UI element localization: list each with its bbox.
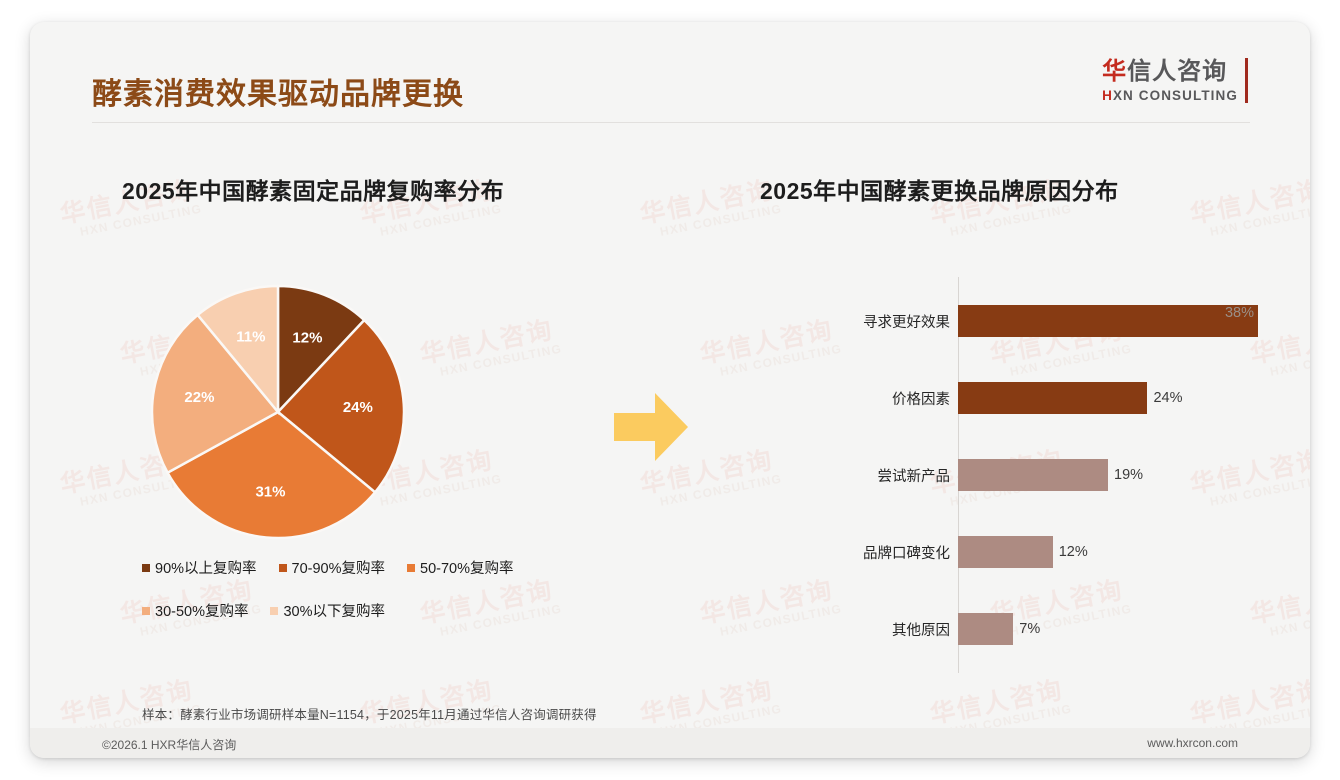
pie-chart-legend: 90%以上复购率 70-90%复购率 50-70%复购率 30-50%复购率 30%以下… bbox=[142, 557, 612, 643]
pie-chart: 12% 24% 31% 22% 11% bbox=[148, 282, 408, 542]
logo-chinese: 华信人咨询 bbox=[1102, 58, 1238, 86]
bar-value-label: 19% bbox=[1114, 467, 1144, 483]
footer-website: www.hxrcon.com bbox=[1147, 736, 1238, 750]
logo-english-rest: XN CONSULTING bbox=[1112, 87, 1238, 103]
source-note: 样本：酵素行业市场调研样本量N=1154，于2025年11月通过华信人咨询调研获… bbox=[142, 708, 597, 722]
legend-row: 30-50%复购率 30%以下复购率 bbox=[142, 600, 612, 621]
pie-slice-label: 12% bbox=[292, 330, 322, 347]
legend-item[interactable]: 70-90%复购率 bbox=[278, 557, 386, 578]
bar-track: 12% bbox=[958, 536, 1260, 568]
legend-swatch-icon bbox=[142, 563, 150, 572]
legend-item[interactable]: 30%以下复购率 bbox=[270, 600, 385, 621]
bar-track: 19% bbox=[958, 459, 1260, 491]
legend-label: 30%以下复购率 bbox=[283, 604, 386, 620]
slide-canvas: 华信人咨询 HXN CONSULTING 华信人咨询 HXN CONSULTING 华信… bbox=[30, 22, 1310, 758]
bar-track: 7% bbox=[958, 613, 1260, 645]
bar-chart-title: 2025年中国酵素更换品牌原因分布 bbox=[760, 178, 1119, 204]
legend-item[interactable]: 90%以上复购率 bbox=[142, 557, 257, 578]
pie-slice[interactable] bbox=[150, 313, 280, 475]
legend-row: 90%以上复购率 70-90%复购率 50-70%复购率 bbox=[142, 557, 612, 578]
bar-category-label: 尝试新产品 bbox=[877, 468, 951, 485]
bar-fill[interactable] bbox=[958, 613, 1014, 645]
slide-header: 酵素消费效果驱动品牌更换 华信人咨询 HXN CONSULTING bbox=[30, 22, 1310, 123]
legend-swatch-icon bbox=[270, 606, 279, 615]
bar-value-label: 12% bbox=[1058, 544, 1088, 560]
header-divider bbox=[92, 122, 1250, 123]
footer-copyright: ©2026.1 HXR华信人咨询 bbox=[102, 738, 237, 752]
bar-value-label: 7% bbox=[1019, 621, 1041, 637]
legend-swatch-icon bbox=[142, 606, 150, 615]
pie-slice[interactable] bbox=[195, 284, 280, 416]
company-logo: 华信人咨询 HXN CONSULTING bbox=[1102, 58, 1248, 103]
bar-row: 品牌口碑变化 12% bbox=[760, 536, 1260, 568]
bar-chart-panel: 2025年中国酵素更换品牌原因分布 寻求更好效果 38% 价格因素 24% 尝试新产品 1… bbox=[760, 172, 1260, 673]
bar-row: 尝试新产品 19% bbox=[760, 459, 1260, 491]
bar-row: 寻求更好效果 38% bbox=[760, 305, 1260, 337]
legend-label: 70-90%复购率 bbox=[291, 561, 386, 577]
logo-english-accent: H bbox=[1102, 87, 1113, 103]
right-arrow-svg bbox=[614, 393, 688, 461]
pie-slice[interactable] bbox=[165, 410, 377, 540]
legend-swatch-icon bbox=[407, 563, 416, 572]
bar-category-label: 品牌口碑变化 bbox=[863, 545, 950, 562]
legend-swatch-icon bbox=[278, 563, 287, 572]
legend-label: 90%以上复购率 bbox=[155, 561, 257, 577]
bar-fill[interactable]: 38% bbox=[958, 305, 1258, 337]
pie-chart-svg: 12% 24% 31% 22% 11% bbox=[150, 284, 406, 540]
logo-chinese-rest: 信人咨询 bbox=[1127, 58, 1228, 85]
slide-footer: ©2026.1 HXR华信人咨询 www.hxrcon.com bbox=[30, 728, 1310, 758]
bar-category-label: 其他原因 bbox=[892, 622, 950, 639]
pie-slice-label: 11% bbox=[236, 329, 265, 346]
pie-slice-label: 22% bbox=[184, 389, 214, 406]
bar-row: 其他原因 7% bbox=[760, 613, 1260, 645]
logo-chinese-accent: 华 bbox=[1102, 58, 1128, 85]
logo-english: HXN CONSULTING bbox=[1102, 88, 1238, 103]
page-title: 酵素消费效果驱动品牌更换 bbox=[92, 78, 464, 111]
bar-row: 价格因素 24% bbox=[760, 382, 1260, 414]
legend-label: 50-70%复购率 bbox=[420, 561, 514, 577]
pie-slice-label: 31% bbox=[255, 484, 285, 501]
bar-category-label: 寻求更好效果 bbox=[863, 314, 950, 331]
bar-value-label: 38% bbox=[1224, 305, 1254, 321]
bar-category-label: 价格因素 bbox=[892, 391, 950, 408]
legend-label: 30-50%复购率 bbox=[155, 604, 249, 620]
bar-chart: 寻求更好效果 38% 价格因素 24% 尝试新产品 19% 品牌口碑变化 12% 其他原因 7% bbox=[760, 277, 1260, 677]
bar-value-label: 24% bbox=[1153, 390, 1183, 406]
pie-slice-label: 24% bbox=[343, 399, 373, 416]
legend-item[interactable]: 50-70%复购率 bbox=[407, 557, 514, 578]
bar-fill[interactable] bbox=[958, 459, 1108, 491]
bar-track: 24% bbox=[958, 382, 1260, 414]
bar-fill[interactable] bbox=[958, 382, 1148, 414]
pie-chart-title: 2025年中国酵素固定品牌复购率分布 bbox=[122, 178, 505, 204]
bar-fill[interactable] bbox=[958, 536, 1053, 568]
pie-chart-panel: 2025年中国酵素固定品牌复购率分布 12% 24% 31% 22% 11% 90%以上… bbox=[122, 172, 642, 672]
pie-slice[interactable] bbox=[276, 284, 367, 416]
bar-track: 38% bbox=[958, 305, 1260, 337]
right-arrow-icon bbox=[612, 390, 690, 469]
pie-slice[interactable] bbox=[276, 318, 406, 495]
legend-item[interactable]: 30-50%复购率 bbox=[142, 600, 248, 621]
